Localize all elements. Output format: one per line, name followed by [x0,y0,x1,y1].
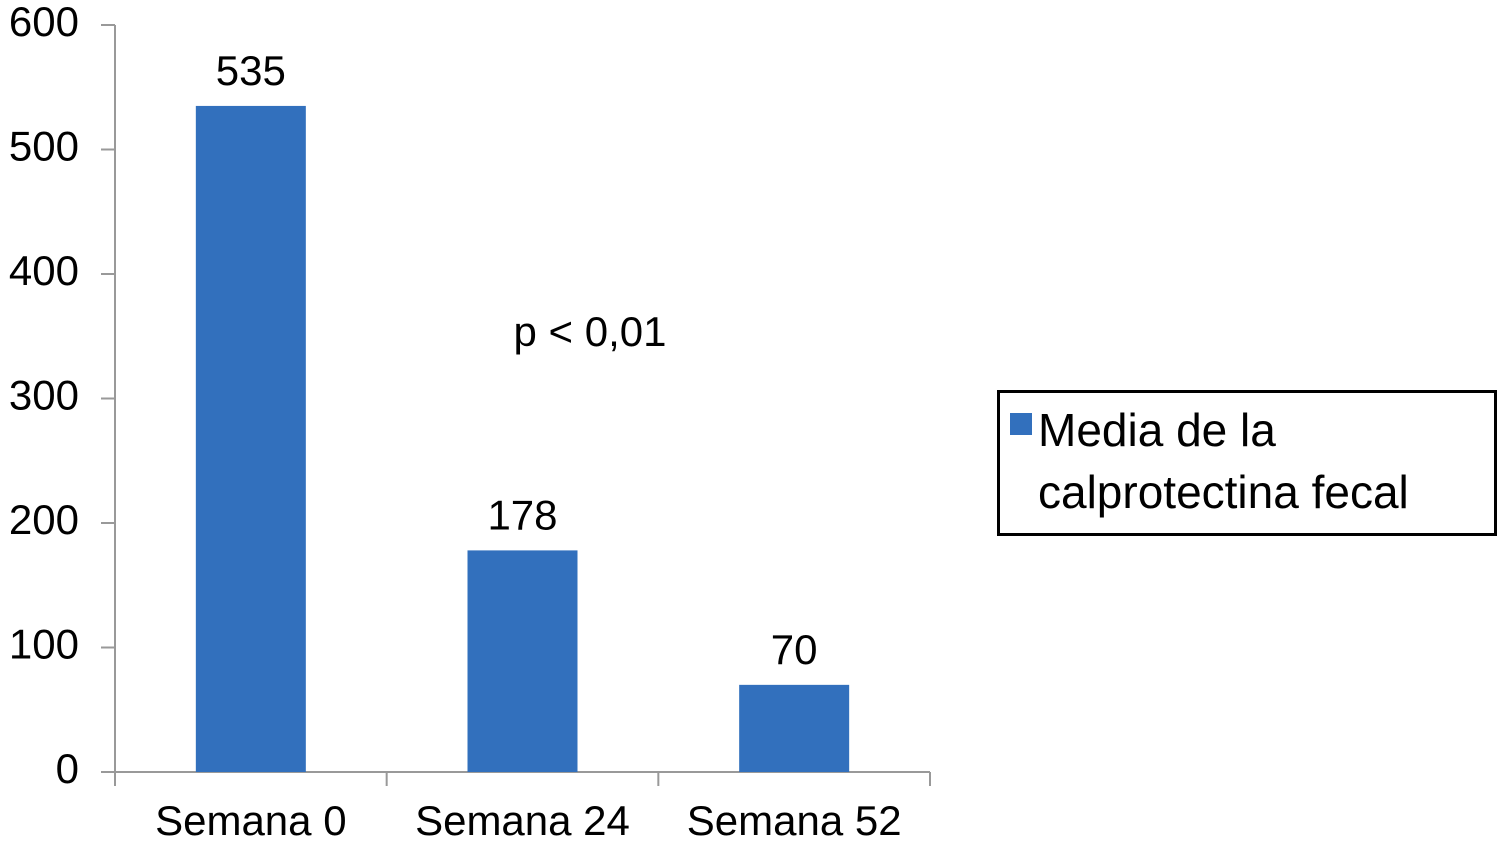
y-tick-label: 400 [9,247,79,294]
bar [195,105,306,773]
legend: Media de la calprotectina fecal [997,390,1497,536]
data-label: 535 [216,47,286,94]
y-tick-label: 500 [9,123,79,170]
x-tick-label: Semana 0 [155,797,346,844]
y-tick-label: 600 [9,0,79,45]
y-tick-label: 0 [56,745,79,792]
bar [467,550,578,772]
y-tick-label: 300 [9,372,79,419]
annotation: p < 0,01 [514,308,667,355]
legend-label: Media de la calprotectina fecal [1038,404,1409,518]
x-tick-label: Semana 24 [415,797,630,844]
x-tick-label: Semana 52 [687,797,902,844]
data-label: 70 [771,626,818,673]
bar [739,684,850,772]
y-tick-label: 200 [9,496,79,543]
data-label: 178 [487,491,557,538]
y-tick-label: 100 [9,621,79,668]
legend-swatch [1010,413,1032,435]
